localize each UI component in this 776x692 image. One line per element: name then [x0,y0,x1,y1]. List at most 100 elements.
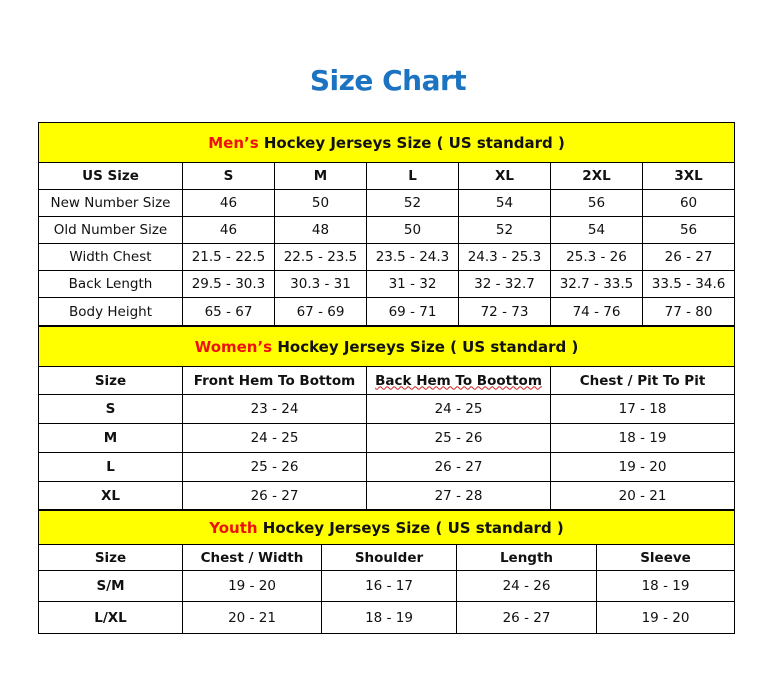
column-header-label: Front Hem To Bottom [193,372,356,389]
column-header-label: XL [494,168,514,184]
table-cell: 24.3 - 25.3 [458,243,551,271]
column-header: S [182,162,275,190]
table-cell: 52 [366,189,459,217]
men-column-header-row: US Size S M L XL 2XL 3XL [38,162,736,190]
table-cell: 46 [182,216,275,244]
table-cell: 65 - 67 [182,297,275,326]
column-header: M [274,162,367,190]
column-header: Size [38,544,183,571]
women-size-table: Women’s Hockey Jerseys Size ( US standar… [37,326,736,510]
table-cell: 24 - 25 [366,394,551,424]
table-cell: 31 - 32 [366,270,459,298]
column-header: Chest / Width [182,544,322,571]
column-header: 2XL [550,162,643,190]
column-header-label: Size [94,372,127,389]
table-cell: 74 - 76 [550,297,643,326]
table-cell: 50 [366,216,459,244]
row-label: XL [38,481,183,510]
column-header-label: 3XL [674,168,703,184]
table-row: L/XL 20 - 21 18 - 19 26 - 27 19 - 20 [38,601,736,634]
table-cell: 54 [458,189,551,217]
table-cell: 25 - 26 [366,423,551,453]
table-row: S 23 - 24 24 - 25 17 - 18 [38,394,736,424]
table-cell: 24 - 26 [456,570,597,602]
table-cell: 18 - 19 [321,601,457,634]
column-header: Shoulder [321,544,457,571]
table-cell: 54 [550,216,643,244]
table-cell: 19 - 20 [595,601,736,634]
table-row: M 24 - 25 25 - 26 18 - 19 [38,423,736,453]
table-cell: 56 [550,189,643,217]
column-header: Front Hem To Bottom [182,366,367,395]
size-chart: Men’s Hockey Jerseys Size ( US standard … [37,122,736,634]
table-cell: 26 - 27 [641,243,736,271]
men-heading-text: Hockey Jerseys Size ( US standard ) [258,133,565,152]
row-label: S/M [38,570,183,602]
table-cell: 60 [641,189,736,217]
men-heading: Men’s Hockey Jerseys Size ( US standard … [37,122,736,163]
column-header: Chest / Pit To Pit [549,366,736,395]
row-label: M [38,423,183,453]
youth-heading-highlight: Youth [209,518,258,537]
column-header: Length [456,544,597,571]
table-cell: 26 - 27 [366,452,551,482]
column-header-label: Chest / Width [200,549,304,566]
youth-size-table: Youth Hockey Jerseys Size ( US standard … [37,510,736,634]
table-cell: 24 - 25 [182,423,367,453]
men-heading-highlight: Men’s [208,133,259,152]
table-cell: 25.3 - 26 [550,243,643,271]
youth-column-header-row: Size Chest / Width Shoulder Length Sleeve [38,544,736,571]
column-header: Back Hem To Boottom [366,366,551,395]
column-header: L [366,162,459,190]
table-row: Back Length 29.5 - 30.3 30.3 - 31 31 - 32 32… [38,270,736,298]
table-cell: 67 - 69 [274,297,367,326]
row-label: New Number Size [38,189,183,217]
table-cell: 50 [274,189,367,217]
column-header-label: Length [499,549,554,566]
table-cell: 23.5 - 24.3 [366,243,459,271]
table-cell: 23 - 24 [182,394,367,424]
table-cell: 26 - 27 [182,481,367,510]
table-cell: 77 - 80 [641,297,736,326]
table-cell: 69 - 71 [366,297,459,326]
men-heading-row: Men’s Hockey Jerseys Size ( US standard … [37,122,736,163]
column-header-label: Sleeve [640,549,691,566]
column-header: Size [38,366,183,395]
table-cell: 20 - 21 [182,601,322,634]
table-row: Body Height 65 - 67 67 - 69 69 - 71 72 - 73 7… [38,297,736,326]
women-column-header-row: Size Front Hem To Bottom Back Hem To Boott… [38,366,736,395]
column-header-label: US Size [82,168,139,184]
table-cell: 29.5 - 30.3 [182,270,275,298]
row-label: Width Chest [38,243,183,271]
youth-heading-text: Hockey Jerseys Size ( US standard ) [257,518,564,537]
table-cell: 18 - 19 [549,423,736,453]
table-row: S/M 19 - 20 16 - 17 24 - 26 18 - 19 [38,570,736,602]
column-header: Sleeve [595,544,736,571]
table-row: Old Number Size 46 48 50 52 54 56 [38,216,736,244]
column-header-label: M [313,168,328,184]
table-cell: 72 - 73 [458,297,551,326]
table-cell: 33.5 - 34.6 [641,270,736,298]
table-cell: 32.7 - 33.5 [550,270,643,298]
row-label: Body Height [38,297,183,326]
column-header-label: Shoulder [354,549,424,566]
column-header-label: 2XL [582,168,611,184]
table-row: L 25 - 26 26 - 27 19 - 20 [38,452,736,482]
column-header: XL [458,162,551,190]
table-cell: 19 - 20 [182,570,322,602]
table-cell: 22.5 - 23.5 [274,243,367,271]
table-cell: 21.5 - 22.5 [182,243,275,271]
women-heading-text: Hockey Jerseys Size ( US standard ) [272,337,579,356]
table-cell: 56 [641,216,736,244]
table-cell: 48 [274,216,367,244]
table-cell: 18 - 19 [595,570,736,602]
column-header-label: S [223,168,234,184]
women-heading: Women’s Hockey Jerseys Size ( US standar… [37,326,736,367]
column-header: US Size [38,162,183,190]
row-label: L/XL [38,601,183,634]
row-label: S [38,394,183,424]
table-cell: 17 - 18 [549,394,736,424]
table-row: Width Chest 21.5 - 22.5 22.5 - 23.5 23.5 - … [38,243,736,271]
column-header: 3XL [641,162,736,190]
column-header-label: Back Hem To Boottom [375,372,542,389]
